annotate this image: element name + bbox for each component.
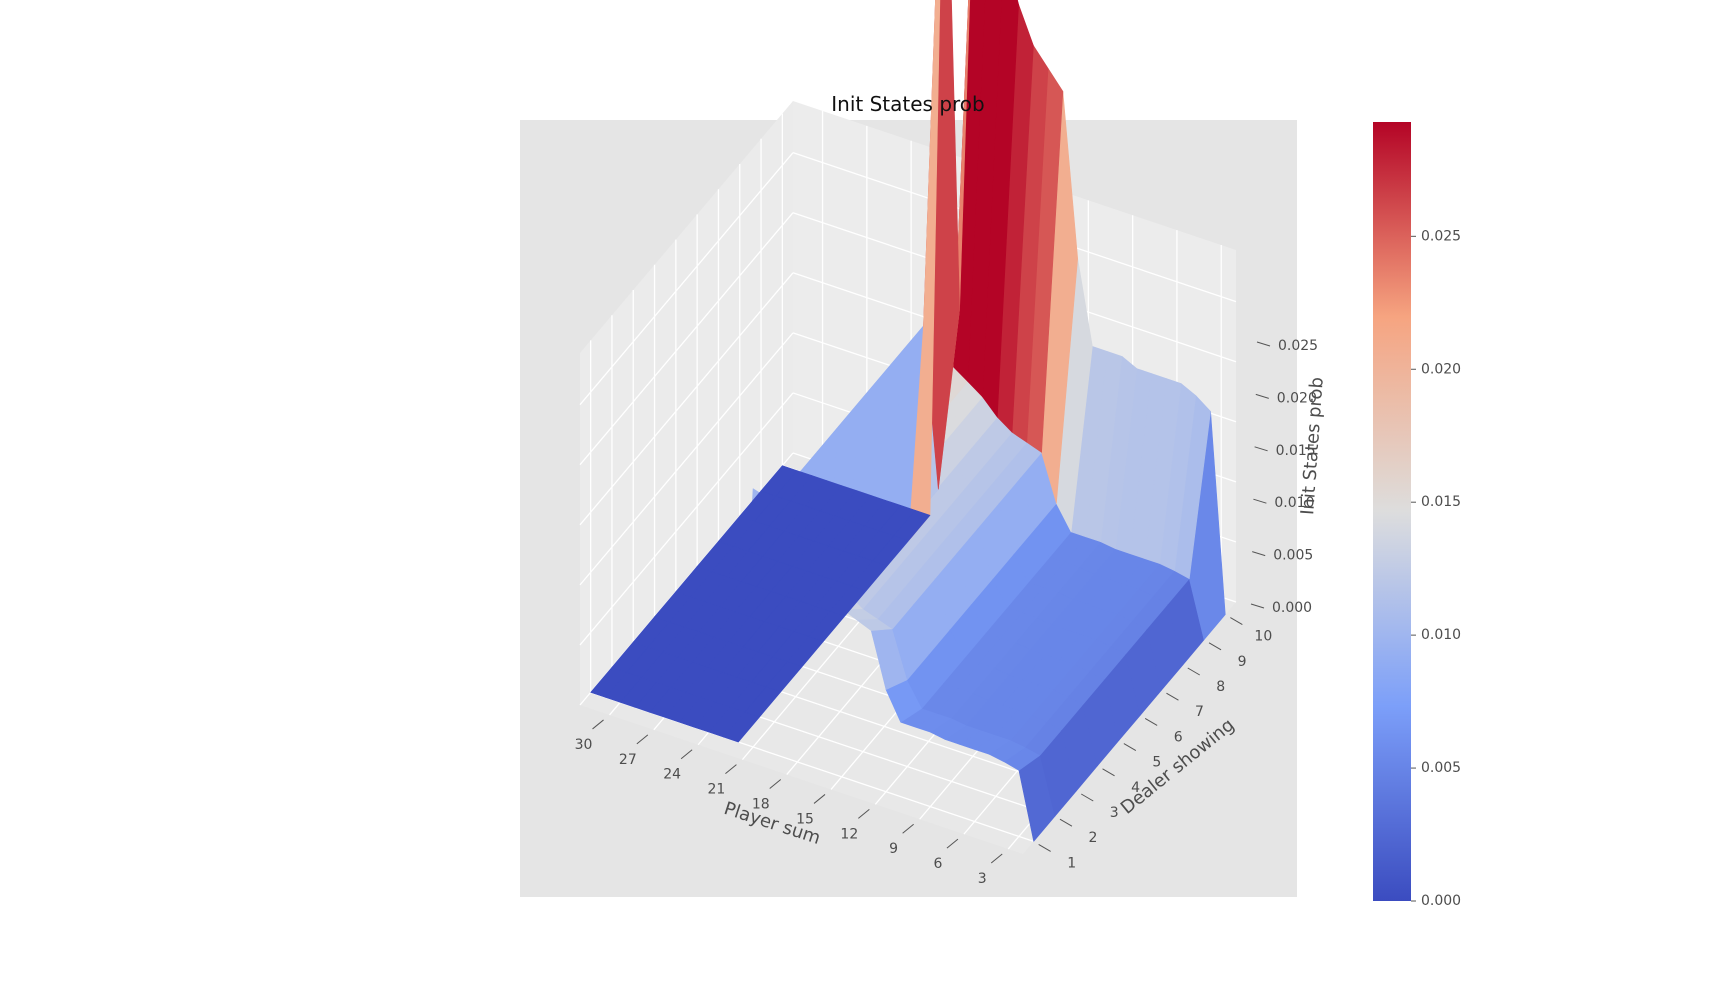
z-tick-label: 0.010 (1274, 495, 1314, 511)
x-tick-label: 3 (978, 871, 987, 887)
surface-patch (952, 0, 986, 382)
z-tick (1250, 603, 1265, 609)
z-tick (1256, 341, 1271, 347)
y-tick-label: 1 (1067, 855, 1076, 871)
x-tick-label: 15 (796, 811, 814, 827)
colorbar-tick-label: 0.020 (1421, 361, 1461, 377)
z-axis: 0.000 0.005 0.010 0.015 0.020 0.025 (1250, 338, 1318, 616)
y-tick (1038, 843, 1051, 852)
z-tick-label: 0.020 (1277, 390, 1317, 406)
x-tick (902, 823, 914, 834)
x-tick (990, 853, 1003, 864)
y-tick (1208, 642, 1222, 651)
y-tick (1059, 818, 1073, 827)
y-tick-label: 10 (1254, 629, 1272, 645)
colorbar-tick-label: 0.005 (1421, 760, 1461, 776)
surface-patch (982, 0, 1019, 418)
x-tick (636, 734, 649, 745)
x-tick (680, 749, 693, 760)
surface (590, 0, 1226, 842)
y-tick (1144, 717, 1158, 726)
colorbar-tick-label: 0.015 (1421, 494, 1461, 510)
y-tick-label: 3 (1110, 805, 1119, 821)
grid-line (579, 332, 794, 586)
x-tick-label: 21 (708, 782, 726, 798)
colorbar-tick-label: 0.000 (1421, 893, 1461, 909)
y-tick (1230, 617, 1243, 626)
colorbar-scale (1373, 122, 1411, 901)
z-tick-label: 0.015 (1276, 443, 1316, 459)
y-tick-label: 2 (1088, 830, 1097, 846)
x-tick (858, 808, 870, 819)
x-tick-label: 18 (752, 797, 770, 813)
colorbar-tick-label: 0.025 (1421, 228, 1461, 244)
y-tick-label: 7 (1195, 704, 1204, 720)
grid-line (579, 272, 794, 526)
y-tick-label: 9 (1238, 654, 1247, 670)
grid-line (579, 212, 794, 466)
x-tick-label: 12 (840, 826, 858, 842)
y-tick-label: 5 (1152, 755, 1161, 771)
y-tick (1102, 768, 1115, 777)
surface-patch (967, 0, 1002, 398)
colorbar-tick-label: 0.010 (1421, 627, 1461, 643)
z-tick-label: 0.000 (1272, 600, 1312, 616)
x-tick-label: 27 (619, 752, 637, 768)
x-tick (769, 779, 782, 789)
z-tick (1252, 551, 1266, 557)
x-tick (725, 764, 737, 775)
y-tick (1123, 743, 1137, 752)
grid-line (579, 152, 794, 406)
x-tick (946, 838, 959, 849)
z-tick (1255, 393, 1269, 399)
surface-patch (760, 465, 798, 497)
z-tick (1254, 446, 1268, 452)
y-tick (1187, 667, 1201, 676)
z-tick-label: 0.005 (1273, 548, 1313, 564)
colorbar: 0.000 0.005 0.010 0.015 0.020 0.025 (1373, 122, 1461, 909)
x-tick (592, 719, 604, 730)
grid-line (579, 392, 794, 646)
x-tick-label: 24 (663, 767, 681, 783)
x-tick-label: 30 (575, 737, 593, 753)
y-tick-label: 8 (1216, 679, 1225, 695)
y-tick-label: 6 (1174, 729, 1183, 745)
z-tick (1253, 498, 1267, 504)
x-tick-label: 6 (933, 856, 942, 872)
z-tick-label: 0.025 (1278, 338, 1318, 354)
x-axis: 30 27 24 21 18 15 12 9 6 3 (575, 719, 1003, 887)
x-tick-label: 9 (889, 841, 898, 857)
chart-title: Init States prob (831, 92, 985, 116)
y-tick (1080, 793, 1094, 802)
x-tick (813, 794, 826, 804)
y-tick-label: 4 (1131, 780, 1140, 796)
y-tick (1166, 692, 1179, 701)
